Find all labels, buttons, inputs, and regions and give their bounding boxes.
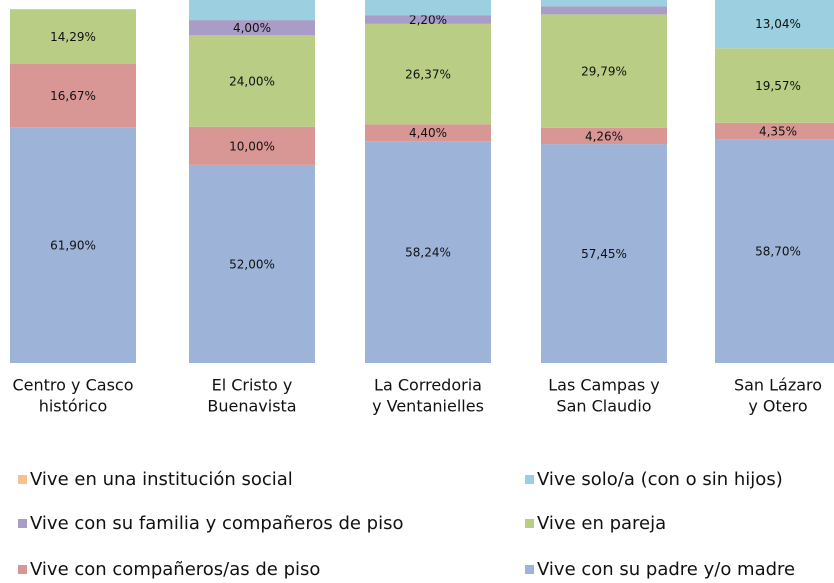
- data-label: 14,29%: [50, 30, 96, 44]
- bar-segment: [365, 0, 491, 16]
- data-label: 2,20%: [409, 13, 447, 27]
- legend-swatch: [18, 519, 27, 528]
- bar-segment: [541, 14, 667, 128]
- data-label: 4,35%: [759, 125, 797, 139]
- x-tick-label: San Claudio: [556, 397, 651, 416]
- bar-segment: [541, 0, 667, 7]
- bar-segment: [365, 23, 491, 125]
- legend-label: Vive con compañeros/as de piso: [30, 559, 320, 580]
- data-label: 29,79%: [581, 65, 627, 79]
- bar-segment: [189, 126, 315, 165]
- data-label: 4,00%: [233, 21, 271, 35]
- legend-swatch: [525, 519, 534, 528]
- bar-segment: [10, 127, 136, 363]
- legend-swatch: [525, 565, 534, 574]
- data-label: 57,45%: [581, 247, 627, 261]
- bar-segment: [10, 63, 136, 128]
- data-label: 52,00%: [229, 257, 275, 271]
- legend-label: Vive con su padre y/o madre: [537, 559, 795, 580]
- x-tick-label: y Otero: [748, 397, 807, 416]
- bar-segment: [189, 164, 315, 363]
- x-tick-label: La Corredoria: [374, 376, 482, 395]
- bar-segment: [715, 139, 834, 363]
- data-label: 4,40%: [409, 126, 447, 140]
- x-tick-label: San Lázaro: [734, 376, 822, 395]
- bar-segment: [541, 127, 667, 145]
- bar-segment: [10, 9, 136, 64]
- data-label: 24,00%: [229, 75, 275, 89]
- data-label: 19,57%: [755, 79, 801, 93]
- data-label: 10,00%: [229, 139, 275, 153]
- legend-swatch: [18, 475, 27, 484]
- bar-segment: [715, 122, 834, 140]
- data-label: 61,90%: [50, 239, 96, 253]
- x-tick-label: Buenavista: [207, 397, 296, 416]
- data-label: 26,37%: [405, 68, 451, 82]
- legend-swatch: [18, 565, 27, 574]
- legend-swatch: [525, 475, 534, 484]
- x-tick-label: y Ventanielles: [372, 397, 484, 416]
- bar-segment: [541, 144, 667, 363]
- data-label: 13,04%: [755, 17, 801, 31]
- data-label: 58,24%: [405, 246, 451, 260]
- bar-segment: [715, 0, 834, 49]
- data-label: 4,26%: [585, 130, 623, 144]
- bar-segment: [715, 48, 834, 123]
- bar-segment: [365, 124, 491, 142]
- x-tick-label: El Cristo y: [212, 376, 293, 395]
- bar-segment: [365, 141, 491, 363]
- bar-segment: [189, 0, 315, 21]
- x-tick-label: Centro y Casco: [13, 376, 134, 395]
- x-tick-label: Las Campas y: [548, 376, 660, 395]
- legend-label: Vive en una institución social: [30, 469, 293, 490]
- data-label: 58,70%: [755, 245, 801, 259]
- x-tick-label: histórico: [39, 397, 108, 416]
- bar-segment: [189, 35, 315, 127]
- bar-segment: [365, 15, 491, 24]
- legend-label: Vive con su familia y compañeros de piso: [30, 513, 403, 534]
- legend-label: Vive solo/a (con o sin hijos): [537, 469, 783, 490]
- data-label: 16,67%: [50, 89, 96, 103]
- bar-segment: [541, 6, 667, 15]
- legend-label: Vive en pareja: [537, 513, 666, 534]
- bar-segment: [189, 20, 315, 36]
